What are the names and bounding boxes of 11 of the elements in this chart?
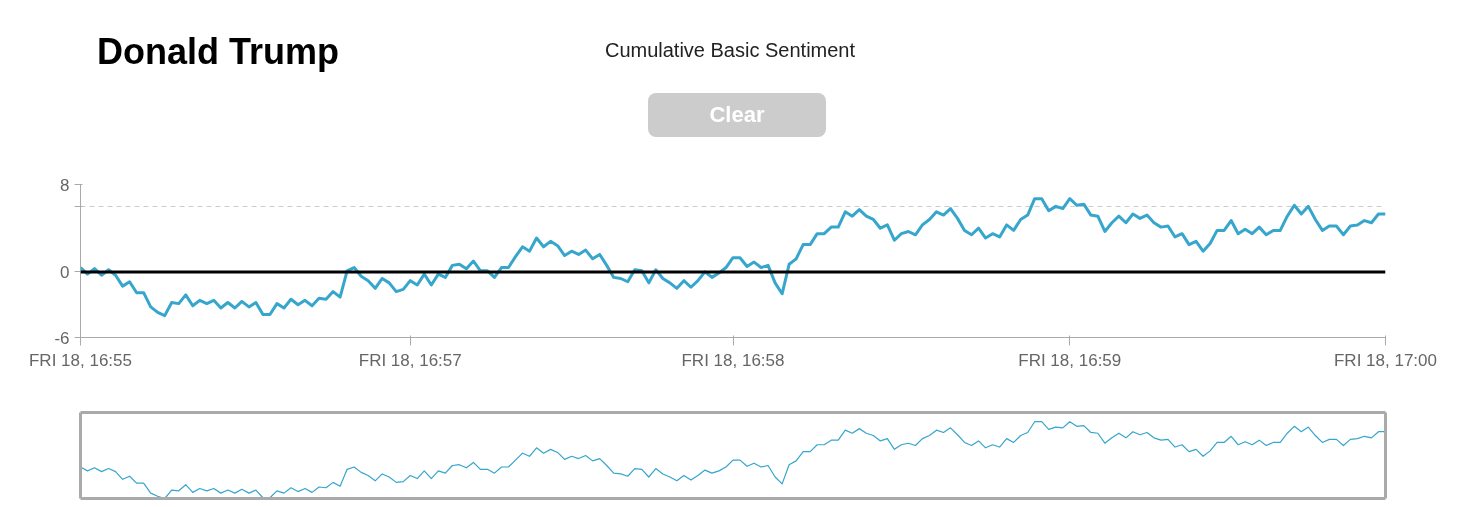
- y-tick-label: 0: [60, 262, 70, 282]
- chart-title: Donald Trump: [97, 31, 339, 73]
- x-tick-label: FRI 18, 17:00: [1334, 350, 1438, 370]
- line-series: [80, 197, 1386, 318]
- y-tick-label: -6: [54, 328, 70, 348]
- x-tick-label: FRI 18, 16:55: [29, 350, 133, 370]
- x-tick-label: FRI 18, 16:58: [681, 350, 785, 370]
- x-tick-label: FRI 18, 16:59: [1018, 350, 1122, 370]
- x-tick-label: FRI 18, 16:57: [358, 350, 462, 370]
- y-tick-label: 8: [60, 175, 70, 195]
- chart-subtitle: Cumulative Basic Sentiment: [604, 39, 856, 61]
